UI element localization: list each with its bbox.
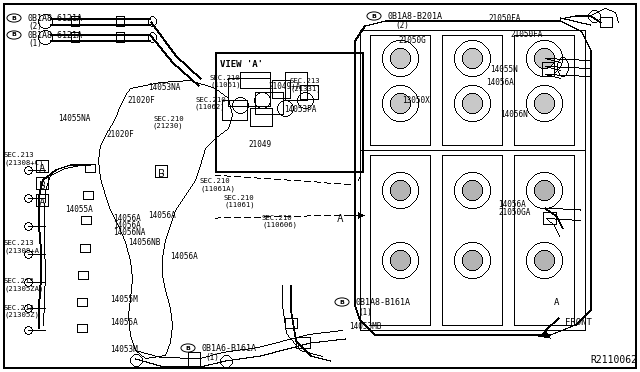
Text: B: B (12, 32, 17, 38)
Text: SEC.213: SEC.213 (4, 240, 35, 246)
Text: (1): (1) (28, 39, 42, 48)
Text: SEC.210: SEC.210 (153, 116, 184, 122)
Text: 21050FA: 21050FA (510, 30, 542, 39)
Text: 14053NA: 14053NA (148, 83, 180, 92)
Text: (1): (1) (205, 353, 219, 362)
Text: 14056NA: 14056NA (113, 228, 145, 237)
Text: 14056A: 14056A (113, 221, 141, 230)
Text: (11061A): (11061A) (200, 185, 235, 192)
Text: (11061): (11061) (210, 82, 241, 89)
Text: 14055N: 14055N (490, 65, 518, 74)
Text: SEC.213: SEC.213 (4, 305, 35, 311)
Text: B: B (12, 16, 17, 20)
Text: 21049: 21049 (248, 140, 271, 149)
Text: 14055M: 14055M (110, 295, 138, 304)
Text: 14056NB: 14056NB (128, 238, 161, 247)
Text: 14056N: 14056N (500, 110, 528, 119)
Text: 14055NA: 14055NA (58, 114, 90, 123)
Text: VIEW 'A': VIEW 'A' (220, 60, 263, 69)
Text: (21331): (21331) (290, 85, 321, 92)
Text: 14053M: 14053M (110, 345, 138, 354)
Text: SEC.210: SEC.210 (195, 97, 226, 103)
Text: SEC.213: SEC.213 (290, 78, 321, 84)
Text: (1): (1) (358, 308, 372, 317)
Text: 14056A: 14056A (486, 78, 514, 87)
Text: 14056A: 14056A (113, 214, 141, 223)
Text: 0B1A8-B201A: 0B1A8-B201A (388, 12, 443, 21)
Text: FRONT: FRONT (565, 318, 592, 327)
Text: 21050FA: 21050FA (488, 14, 520, 23)
Text: 21049+A: 21049+A (268, 82, 300, 91)
Text: (2): (2) (28, 22, 42, 31)
Text: (11061): (11061) (224, 202, 255, 208)
Text: (21308+C): (21308+C) (4, 159, 44, 166)
Text: B: B (372, 13, 376, 19)
Text: SEC.213: SEC.213 (4, 278, 35, 284)
Text: A: A (554, 298, 559, 307)
Text: 0B1A8-B161A: 0B1A8-B161A (355, 298, 410, 307)
Text: (11062): (11062) (195, 104, 226, 110)
Text: B: B (186, 346, 191, 350)
Text: (110606): (110606) (262, 222, 297, 228)
Text: SEC.210: SEC.210 (210, 75, 241, 81)
Text: 21020F: 21020F (127, 96, 155, 105)
Text: R2110062: R2110062 (590, 355, 637, 365)
Text: 14056A: 14056A (170, 252, 198, 261)
Text: SEC.210: SEC.210 (200, 178, 230, 184)
Text: 21050GA: 21050GA (498, 208, 531, 217)
Text: 14056A: 14056A (498, 200, 525, 209)
Text: 21050G: 21050G (398, 36, 426, 45)
Text: 0B1A8-6121A: 0B1A8-6121A (28, 31, 83, 40)
Text: 14053PA: 14053PA (284, 105, 316, 114)
Text: B: B (340, 299, 344, 305)
Text: 21020F: 21020F (106, 130, 134, 139)
Text: 13050X: 13050X (402, 96, 429, 105)
Text: 14053MB: 14053MB (349, 322, 381, 331)
Text: 0B1A6-B161A: 0B1A6-B161A (202, 344, 257, 353)
Text: (21305ZA): (21305ZA) (4, 285, 44, 292)
Text: (21230): (21230) (153, 123, 184, 129)
Text: SEC.210: SEC.210 (224, 195, 255, 201)
Text: 0B1A8-6121A: 0B1A8-6121A (28, 14, 83, 23)
Text: (21308+A): (21308+A) (4, 247, 44, 253)
Text: SEC.210: SEC.210 (262, 215, 292, 221)
Text: (2): (2) (395, 21, 409, 30)
Text: 14055A: 14055A (110, 318, 138, 327)
Text: SEC.213: SEC.213 (4, 152, 35, 158)
Text: 14056A: 14056A (148, 211, 176, 220)
Text: (21305Z): (21305Z) (4, 312, 39, 318)
Text: 14055A: 14055A (65, 205, 93, 214)
